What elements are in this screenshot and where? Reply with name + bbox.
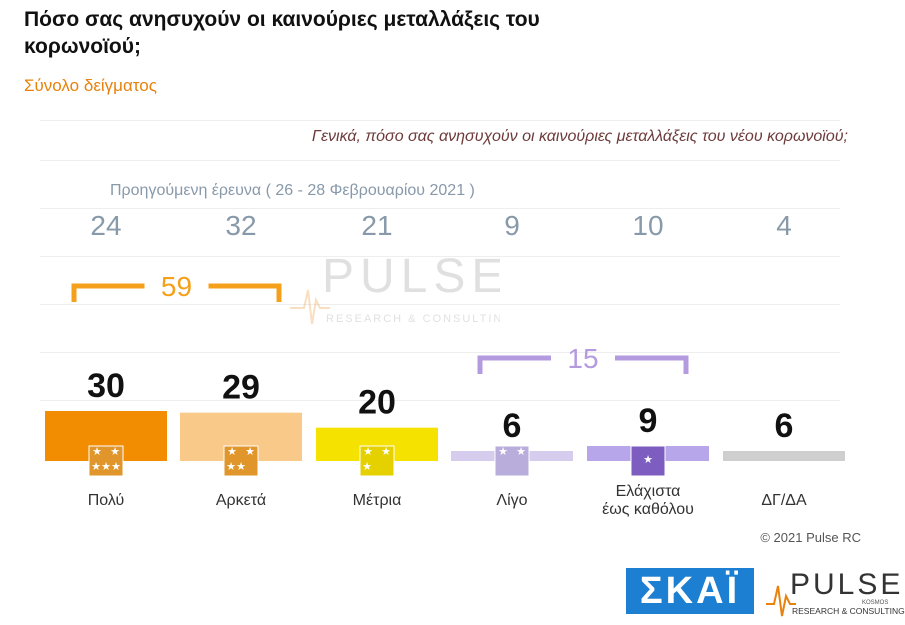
bar-value-label: 6 xyxy=(503,407,522,445)
star-icon: ★ xyxy=(91,460,101,473)
star-icon: ★ xyxy=(516,445,526,458)
gridline xyxy=(40,160,840,161)
star-icon: ★ xyxy=(363,445,373,458)
star-icon: ★ xyxy=(111,460,121,473)
star-icon: ★ xyxy=(226,460,236,473)
pulse-watermark-logo: PULSE RESEARCH & CONSULTING xyxy=(290,250,500,325)
pulse-logo-name: PULSE xyxy=(790,568,903,601)
category-label: έως καθόλου xyxy=(602,501,694,518)
bar-value-label: 9 xyxy=(639,402,658,440)
previous-value-label: 10 xyxy=(632,210,663,241)
star-badge xyxy=(88,445,124,477)
watermark-name: PULSE xyxy=(322,250,500,303)
previous-value-label: 32 xyxy=(225,210,256,241)
previous-value-label: 9 xyxy=(504,210,520,241)
pulse-logo-sub: KOSMOS xyxy=(862,600,888,606)
star-icon: ★ xyxy=(498,445,508,458)
copyright: © 2021 Pulse RC xyxy=(760,530,861,545)
pulse-logo-tagline: RESEARCH & CONSULTING xyxy=(792,606,905,616)
group-bracket xyxy=(71,283,282,302)
category-label: Ελάχιστα xyxy=(616,483,681,500)
group-total-label: 59 xyxy=(161,271,192,302)
bar-value-label: 6 xyxy=(775,407,794,445)
survey-question: Γενικά, πόσο σας ανησυχούν οι καινούριες… xyxy=(311,128,848,145)
star-icon: ★ xyxy=(245,445,255,458)
group-total-label: 15 xyxy=(567,343,598,374)
group-bracket xyxy=(477,355,689,374)
bar-value-label: 30 xyxy=(87,367,125,405)
gridline xyxy=(40,304,840,305)
category-label: ΔΓ/ΔΑ xyxy=(761,492,807,509)
bar-value-label: 29 xyxy=(222,369,260,407)
previous-value-label: 24 xyxy=(90,210,121,241)
previous-value-label: 4 xyxy=(776,210,792,241)
watermark-tagline: RESEARCH & CONSULTING xyxy=(326,313,500,325)
star-icon: ★ xyxy=(101,460,111,473)
previous-survey-label: Προηγούμενη έρευνα ( 26 - 28 Φεβρουαρίου… xyxy=(110,182,475,199)
chart-title: Πόσο σας ανησυχούν οι καινούριες μεταλλά… xyxy=(24,8,540,58)
chart-subtitle: Σύνολο δείγματος xyxy=(24,76,157,95)
pulse-logo: PULSE KOSMOS RESEARCH & CONSULTING xyxy=(766,568,905,617)
star-badge xyxy=(223,445,259,477)
gridline xyxy=(40,352,840,353)
gridline xyxy=(40,256,840,257)
star-badge xyxy=(630,445,666,477)
gridline xyxy=(40,400,840,401)
gridline xyxy=(40,120,840,121)
skai-logo: ΣΚΑΪ xyxy=(626,568,754,614)
star-icon: ★ xyxy=(362,460,372,473)
previous-value-label: 21 xyxy=(361,210,392,241)
category-label: Λίγο xyxy=(496,492,527,509)
star-badge xyxy=(359,445,395,477)
category-label: Μέτρια xyxy=(353,492,402,509)
category-label: Αρκετά xyxy=(216,492,266,509)
star-icon: ★ xyxy=(92,445,102,458)
category-label: Πολύ xyxy=(88,492,125,509)
star-icon: ★ xyxy=(381,445,391,458)
bar xyxy=(723,451,845,461)
star-badge xyxy=(494,445,530,477)
star-icon: ★ xyxy=(227,445,237,458)
star-icon: ★ xyxy=(236,460,246,473)
star-icon: ★ xyxy=(643,453,653,466)
bar-value-label: 20 xyxy=(358,384,396,422)
star-icon: ★ xyxy=(110,445,120,458)
gridline xyxy=(40,208,840,209)
